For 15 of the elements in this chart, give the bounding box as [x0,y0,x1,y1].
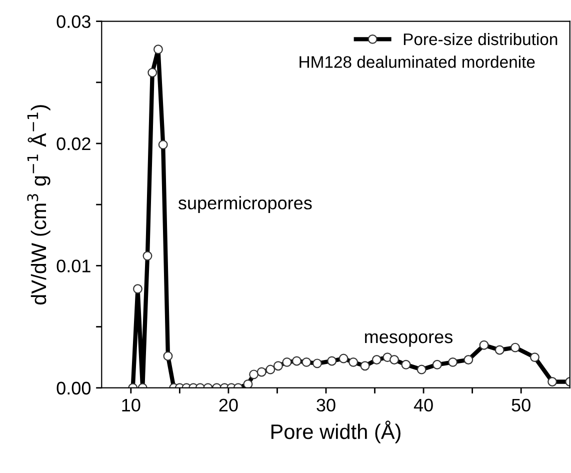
annotation: mesopores [365,333,453,347]
y-tick-label: 0.01 [56,260,90,272]
x-tick-label: 40 [414,398,433,412]
annotation: supermicropores [178,196,312,213]
x-axis-title: Pore width (Å) [271,420,400,444]
y-axis-title: dV/dW (cm$^{3}$ g$^{−1}$ Å$^{−1}$) [27,105,50,305]
x-tick-label: 50 [512,398,530,412]
legend-title: HM128 dealuminated mordenite [300,56,535,68]
legend-label: Pore-size distribution [404,32,558,46]
y-tick-label: 0.02 [56,137,90,150]
x-tick-label: 10 [122,398,140,412]
y-tick-label: 0.03 [56,15,90,28]
x-tick-label: 30 [316,398,336,412]
x-tick-label: 20 [219,398,238,412]
y-tick-label: 0.00 [56,382,91,395]
